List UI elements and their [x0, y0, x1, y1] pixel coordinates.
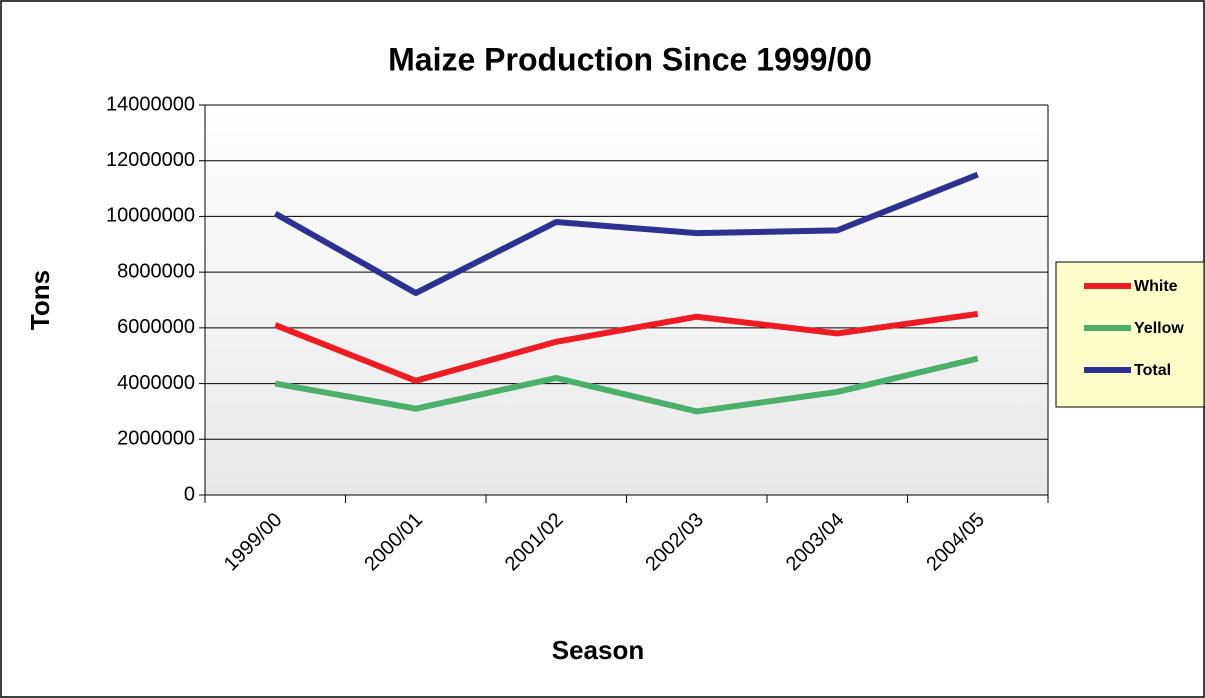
y-tick-label: 10000000 [106, 205, 195, 227]
y-tick-label: 0 [184, 483, 195, 505]
y-tick-label: 6000000 [117, 316, 195, 338]
x-axis-title: Season [552, 635, 645, 665]
series-line [273, 171, 979, 297]
series-line [274, 355, 979, 415]
legend-label: White [1134, 278, 1178, 295]
y-tick-label: 2000000 [117, 428, 195, 450]
y-tick-label: 8000000 [117, 260, 195, 282]
y-axis-title: Tons [25, 270, 55, 330]
chart-title: Maize Production Since 1999/00 [388, 41, 872, 77]
y-tick-label: 14000000 [106, 93, 195, 115]
plot-area [205, 105, 1048, 495]
legend-label: Total [1134, 362, 1171, 379]
legend-label: Yellow [1134, 320, 1184, 337]
series-line [274, 310, 979, 384]
y-tick-label: 12000000 [106, 149, 195, 171]
y-tick-label: 4000000 [117, 372, 195, 394]
